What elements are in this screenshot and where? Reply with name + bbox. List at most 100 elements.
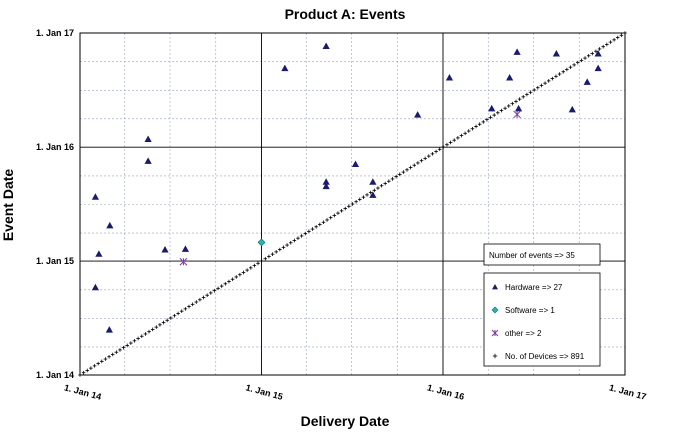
device-marker [430, 152, 435, 156]
device-marker [437, 147, 442, 152]
device-marker [586, 54, 591, 58]
hardware-marker [513, 48, 521, 55]
device-marker [543, 81, 547, 85]
devices-series [78, 31, 627, 377]
device-marker [252, 263, 257, 268]
legend-marker [491, 306, 499, 314]
device-marker [379, 183, 384, 188]
device-marker [114, 350, 119, 354]
other-marker [513, 110, 521, 119]
device-marker [365, 193, 369, 197]
software-marker [257, 238, 266, 247]
device-marker [288, 240, 293, 245]
device-marker [285, 243, 289, 247]
legend-marker [492, 284, 498, 290]
hardware-marker [322, 178, 330, 185]
device-marker [419, 158, 424, 163]
device-marker [372, 188, 377, 193]
device-marker [612, 38, 616, 42]
device-marker [336, 211, 340, 215]
device-marker [209, 291, 213, 295]
event-summary-box: Number of events => 35 [483, 243, 601, 266]
device-marker [179, 309, 184, 313]
device-marker [318, 222, 322, 227]
device-marker [499, 108, 504, 113]
device-marker [248, 266, 253, 270]
legend-item: Hardware => 27 [492, 283, 563, 292]
x-tick-label: 1. Jan 16 [426, 382, 465, 402]
software-series [257, 238, 266, 247]
device-marker [307, 229, 311, 234]
device-marker [125, 343, 130, 348]
device-marker [354, 199, 358, 204]
device-marker [314, 225, 318, 229]
device-marker [456, 136, 460, 140]
device-marker [579, 58, 584, 63]
device-marker [397, 172, 402, 177]
device-marker [158, 323, 162, 327]
device-marker [350, 202, 355, 206]
hardware-series [91, 42, 602, 333]
device-marker [590, 51, 595, 56]
device-marker [256, 261, 260, 266]
y-axis-title: Event Date [0, 169, 16, 242]
hardware-marker [281, 64, 289, 72]
device-marker [176, 311, 180, 316]
x-tick-labels: 1. Jan 14 1. Jan 15 1. Jan 16 1. Jan 17 [63, 382, 647, 402]
device-marker [383, 181, 387, 186]
device-marker [401, 170, 406, 174]
device-marker [550, 76, 555, 81]
device-marker [496, 111, 500, 115]
device-marker [466, 129, 471, 133]
hardware-marker [322, 42, 330, 49]
chart-title: Product A: Events [285, 6, 406, 22]
hardware-marker [583, 78, 591, 85]
device-marker [92, 364, 97, 368]
device-marker [107, 354, 111, 359]
device-marker [343, 206, 348, 211]
device-marker [394, 174, 398, 179]
hardware-marker [91, 193, 100, 200]
device-marker [492, 113, 496, 117]
device-marker [416, 161, 420, 165]
device-marker [448, 140, 453, 145]
device-marker [594, 49, 598, 54]
legend-marker [492, 353, 498, 359]
device-marker [161, 320, 166, 325]
y-tick-labels: 1. Jan 14 1. Jan 15 1. Jan 16 1. Jan 17 [36, 28, 74, 380]
device-marker [623, 31, 627, 35]
device-marker [241, 270, 246, 275]
device-marker [325, 218, 329, 222]
device-marker [525, 92, 529, 97]
device-marker [150, 327, 155, 332]
hardware-marker [568, 105, 576, 113]
x-tick-label: 1. Jan 17 [608, 382, 647, 402]
device-marker [488, 115, 493, 120]
device-marker [132, 339, 137, 343]
y-tick-label: 1. Jan 15 [36, 256, 74, 266]
device-marker [139, 334, 144, 339]
device-marker [405, 168, 409, 172]
hardware-marker [506, 74, 514, 81]
device-marker [583, 56, 587, 60]
device-marker [387, 179, 391, 183]
y-tick-label: 1. Jan 17 [36, 28, 74, 38]
device-marker [121, 345, 126, 350]
device-marker [452, 138, 457, 142]
hardware-marker [95, 250, 103, 257]
hardware-marker [594, 49, 602, 57]
hardware-marker [594, 64, 602, 72]
device-marker [216, 286, 220, 291]
y-tick-label: 1. Jan 14 [36, 370, 74, 380]
device-marker [376, 186, 380, 190]
y-tick-label: 1. Jan 16 [36, 142, 74, 152]
device-marker [310, 227, 315, 231]
device-marker [110, 352, 115, 357]
device-marker [238, 272, 242, 277]
legend-marker [491, 329, 499, 337]
device-marker [423, 156, 427, 161]
device-marker [568, 65, 573, 69]
device-marker [390, 177, 395, 181]
device-marker [470, 126, 475, 131]
device-marker [361, 195, 366, 199]
